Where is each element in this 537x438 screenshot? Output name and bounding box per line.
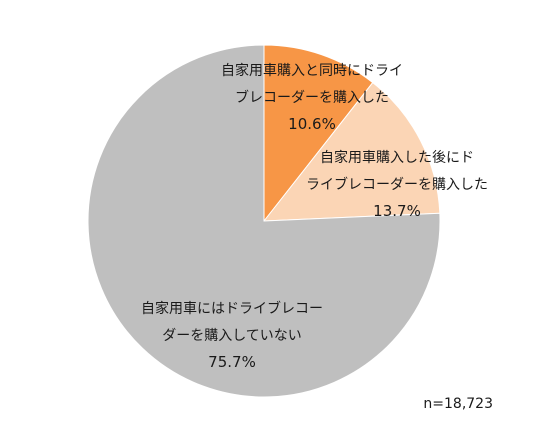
slice-category-label: ライブレコーダーを購入した: [306, 176, 488, 193]
slice-value-label: 13.7%: [373, 202, 421, 220]
slice-category-label: ブレコーダーを購入した: [235, 89, 389, 106]
slice-category-label: 自家用車購入した後にド: [320, 149, 474, 166]
pie-slice-3: [87, 44, 441, 398]
pie-slice-1: [263, 44, 374, 223]
slice-category-label: ダーを購入していない: [162, 328, 302, 344]
slice-value-label: 75.7%: [208, 353, 256, 371]
pie-slice-2: [262, 81, 441, 222]
slice-value-label: 10.6%: [288, 115, 336, 133]
slice-category-label: 自家用車にはドライブレコー: [141, 300, 323, 317]
slice-category-label: 自家用車購入と同時にドライ: [221, 62, 403, 79]
sample-size-note: n=18,723: [423, 396, 493, 412]
